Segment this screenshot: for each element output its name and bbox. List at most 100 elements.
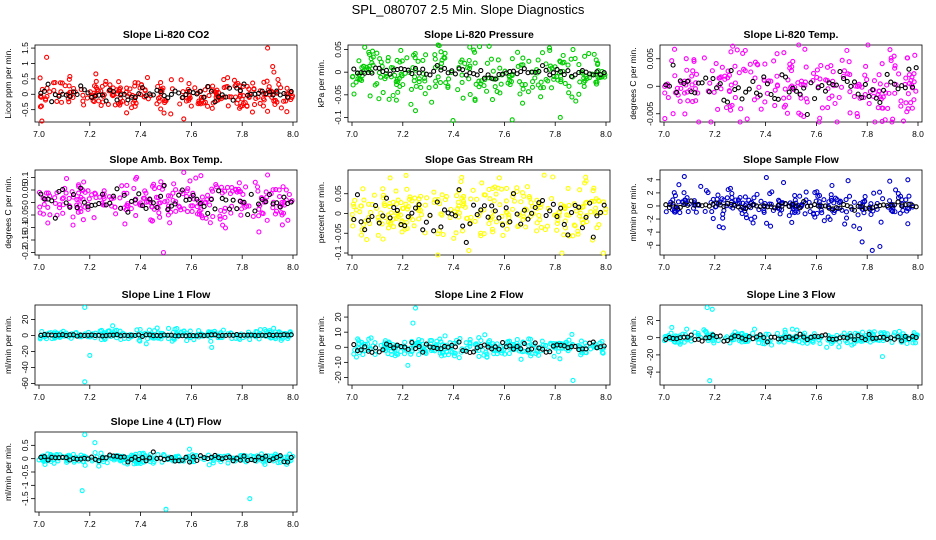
data-point [752, 214, 758, 220]
y-tick-label: -1 [20, 481, 30, 489]
data-point [774, 73, 780, 79]
data-point [814, 210, 820, 216]
mean-point [554, 213, 560, 220]
outlier-point [82, 432, 88, 438]
mean-point [412, 65, 419, 72]
mean-point [99, 191, 106, 197]
chart-title: Slope Li-820 Pressure [424, 29, 534, 41]
data-point [493, 219, 499, 225]
y-tick-label: -0.2 [20, 245, 30, 260]
mean-point [263, 199, 269, 205]
x-tick-label: 7.8 [549, 129, 561, 139]
mean-point [387, 342, 393, 349]
data-point [375, 232, 381, 238]
data-point [226, 94, 232, 100]
data-point [522, 81, 528, 88]
data-point [769, 189, 775, 195]
data-point [410, 65, 416, 71]
chart-title: Slope Line 4 (LT) Flow [111, 416, 222, 428]
data-point [580, 220, 586, 226]
data-point [864, 77, 870, 83]
data-point [85, 188, 91, 194]
mean-point [492, 208, 498, 214]
data-point [96, 463, 102, 469]
data-point [847, 89, 853, 95]
data-point [86, 196, 92, 202]
data-point [114, 456, 120, 462]
data-point [786, 94, 792, 101]
x-tick-label: 7.4 [760, 392, 772, 402]
mean-point [539, 197, 546, 204]
mean-point [514, 211, 520, 217]
data-point [467, 91, 473, 98]
mean-point [74, 205, 80, 211]
data-point [351, 204, 357, 210]
data-point [443, 80, 449, 86]
data-point [416, 79, 422, 85]
data-point [747, 61, 753, 67]
x-tick-label: 7.8 [236, 392, 248, 402]
mean-point [481, 75, 487, 81]
data-point [365, 201, 372, 207]
mean-point [427, 72, 433, 78]
mean-point [288, 199, 294, 205]
plot-frame [347, 169, 611, 256]
data-point [162, 199, 168, 205]
data-point [187, 178, 193, 184]
data-point [664, 334, 670, 340]
data-point [420, 57, 426, 63]
data-point [52, 80, 58, 86]
mean-point [525, 216, 531, 222]
mean-point [441, 65, 448, 72]
mean-point [750, 78, 756, 85]
data-point [393, 215, 399, 221]
data-point [507, 77, 513, 84]
data-point [836, 344, 842, 350]
mean-point [496, 346, 502, 352]
data-point [476, 353, 482, 359]
data-point [260, 210, 266, 217]
data-point [133, 212, 139, 219]
mean-point [779, 203, 785, 209]
data-point [151, 328, 158, 334]
data-point [526, 336, 532, 342]
mean-point [423, 219, 429, 225]
data-point [438, 339, 444, 345]
mean-point [194, 457, 200, 464]
mean-point [674, 89, 680, 95]
data-point [857, 226, 863, 232]
data-point [751, 195, 757, 201]
mean-point [241, 81, 247, 87]
mean-point [565, 232, 571, 238]
data-point [534, 345, 540, 351]
mean-point [405, 214, 411, 220]
mean-point [873, 95, 879, 101]
mean-point [786, 89, 792, 95]
data-point [437, 80, 443, 86]
data-point [450, 117, 456, 124]
mean-point [550, 70, 556, 76]
data-point [575, 228, 581, 234]
data-point [909, 74, 915, 80]
data-point [484, 351, 490, 357]
data-point [489, 226, 495, 232]
data-point [394, 57, 400, 64]
x-tick-label: 7.6 [185, 262, 197, 272]
data-point [488, 217, 494, 223]
mean-point [85, 90, 91, 96]
data-point [251, 102, 258, 108]
mean-point [539, 346, 546, 352]
data-point [404, 225, 410, 232]
data-point [762, 61, 768, 67]
outlier-point [879, 354, 885, 360]
data-point [828, 198, 835, 204]
data-point [676, 182, 682, 188]
data-point [251, 86, 257, 92]
data-point [824, 64, 831, 70]
data-point [149, 218, 156, 224]
data-point [843, 215, 850, 221]
x-tick-label: 7.4 [760, 129, 772, 139]
data-point [488, 56, 494, 62]
data-point [41, 201, 47, 208]
data-point [539, 50, 546, 56]
